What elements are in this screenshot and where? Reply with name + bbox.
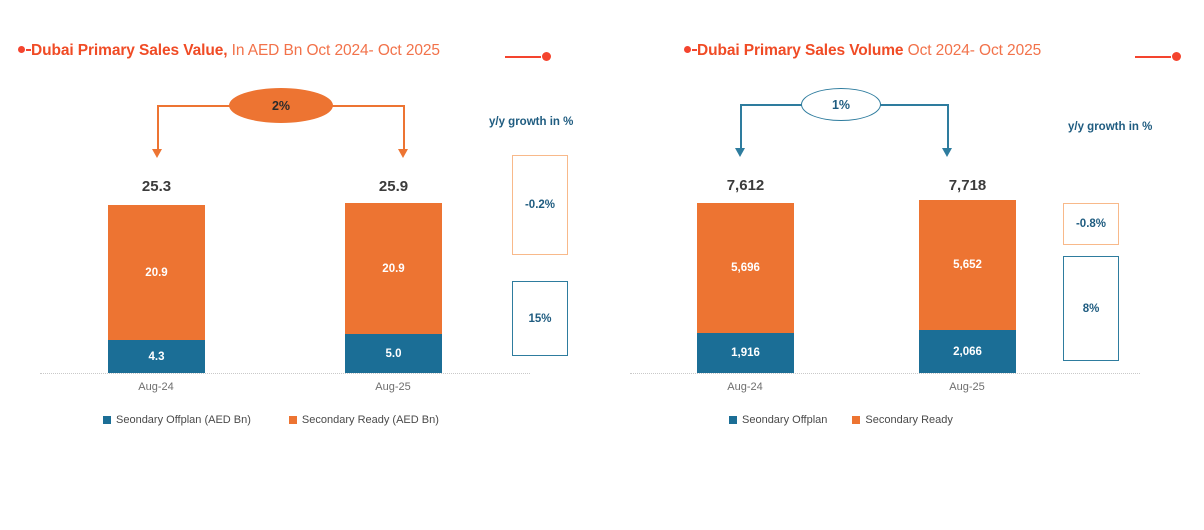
connector-arrow-right-icon [942,148,952,157]
legend-swatch-icon [288,416,297,424]
table-row[interactable]: 20.9 4.3 [108,205,205,373]
growth-box-secondary-ready: -0.8% [1063,203,1119,245]
chart-legend-sales-value: Seondary Offplan (AED Bn) Secondary Read… [103,414,439,426]
legend-item-label: Secondary Ready (AED Bn) [301,414,439,426]
chart-title-light: In AED Bn Oct 2024- Oct 2025 [227,42,440,59]
legend-swatch-icon [852,416,861,424]
title-marker-dot [542,52,551,61]
connector-arrow-left-icon [735,148,745,157]
title-bullet-icon [18,46,25,54]
title-marker-line [505,56,541,58]
title-marker-dot [1172,52,1181,61]
legend-item-label: Seondary Offplan [742,414,828,426]
bar-segment-secondary-ready[interactable]: 5,696 [697,203,794,333]
connector-line-right [303,105,404,107]
bar-segment-label: 5.0 [385,347,402,360]
growth-box-label: 8% [1082,302,1100,315]
bar-total-label: 25.3 [141,178,172,195]
total-change-label: 2% [271,98,291,113]
title-dash-icon [692,48,697,51]
legend-item-label: Seondary Offplan (AED Bn) [116,414,251,426]
growth-panel-title: y/y growth in % [1068,121,1153,133]
connector-line-right [872,104,948,106]
chart-panel-sales-volume: Dubai Primary Sales Volume Oct 2024- Oct… [602,0,1204,530]
growth-box-label: -0.8% [1075,218,1107,230]
connector-drop-left [157,105,159,150]
axis-baseline [630,373,1140,374]
title-dash-icon [26,48,31,51]
connector-arrow-right-icon [398,149,408,158]
x-axis-tick-label: Aug-25 [949,381,985,393]
legend-swatch-icon [729,416,737,424]
connector-drop-right [403,105,405,150]
connector-line-left [157,105,257,107]
chart-title-strong: Dubai Primary Sales Volume [697,42,904,59]
connector-arrow-left-icon [152,149,162,158]
growth-box-secondary-ready: -0.2% [512,155,568,255]
chart-title-light: Oct 2024- Oct 2025 [903,42,1042,59]
chart-title-sales-value: Dubai Primary Sales Value, In AED Bn Oct… [18,42,584,66]
bar-segment-label: 1,916 [731,347,760,359]
connector-drop-left [740,104,742,149]
bar-segment-label: 4.3 [148,350,165,363]
table-row[interactable]: 20.9 5.0 [345,203,442,373]
bar-segment-secondary-offplan[interactable]: 2,066 [919,330,1016,373]
legend-item-offplan[interactable]: Seondary Offplan (AED Bn) [103,414,251,426]
chart-legend-sales-volume: Seondary Offplan Secondary Ready [729,414,953,426]
legend-item-label: Secondary Ready [865,414,953,426]
bar-segment-secondary-offplan[interactable]: 4.3 [108,340,205,373]
axis-baseline [40,373,530,374]
legend-item-ready[interactable]: Secondary Ready (AED Bn) [288,414,439,426]
legend-item-ready[interactable]: Secondary Ready [852,414,953,426]
chart-title-strong: Dubai Primary Sales Value, [31,42,228,59]
bar-segment-label: 20.9 [145,266,168,279]
connector-drop-right [947,104,949,149]
bar-total-label: 25.9 [378,178,409,195]
table-row[interactable]: 5,652 2,066 [919,200,1016,373]
title-marker-icon [505,52,551,62]
total-change-badge: 2% [229,88,333,123]
bar-segment-label: 2,066 [953,345,982,358]
total-change-badge: 1% [801,88,881,121]
connector-line-left [740,104,806,106]
legend-item-offplan[interactable]: Seondary Offplan [729,414,827,426]
bar-segment-secondary-ready[interactable]: 20.9 [108,205,205,340]
x-axis-tick-label: Aug-24 [138,381,174,393]
growth-box-label: -0.2% [524,199,556,211]
chart-title-sales-volume: Dubai Primary Sales Volume Oct 2024- Oct… [684,42,1186,66]
title-marker-icon [1135,52,1181,62]
bar-segment-label: 5,696 [731,262,760,274]
x-axis-tick-label: Aug-24 [727,381,763,393]
growth-box-secondary-offplan: 15% [512,281,568,356]
bar-segment-secondary-offplan[interactable]: 1,916 [697,333,794,373]
title-bullet-icon [684,46,691,54]
bar-segment-label: 20.9 [382,262,405,275]
bar-segment-secondary-ready[interactable]: 20.9 [345,203,442,334]
bar-segment-label: 5,652 [953,259,982,271]
total-change-label: 1% [831,97,851,112]
bar-segment-secondary-offplan[interactable]: 5.0 [345,334,442,373]
growth-panel-title: y/y growth in % [489,116,574,128]
legend-swatch-icon [103,416,111,424]
x-axis-tick-label: Aug-25 [375,381,411,393]
chart-panel-sales-value: Dubai Primary Sales Value, In AED Bn Oct… [18,42,584,426]
title-marker-line [1135,56,1171,58]
bar-segment-secondary-ready[interactable]: 5,652 [919,200,1016,330]
bar-total-label: 7,718 [948,177,987,194]
growth-box-label: 15% [528,312,552,325]
bar-total-label: 7,612 [726,177,765,194]
table-row[interactable]: 5,696 1,916 [697,203,794,373]
growth-box-secondary-offplan: 8% [1063,256,1119,361]
